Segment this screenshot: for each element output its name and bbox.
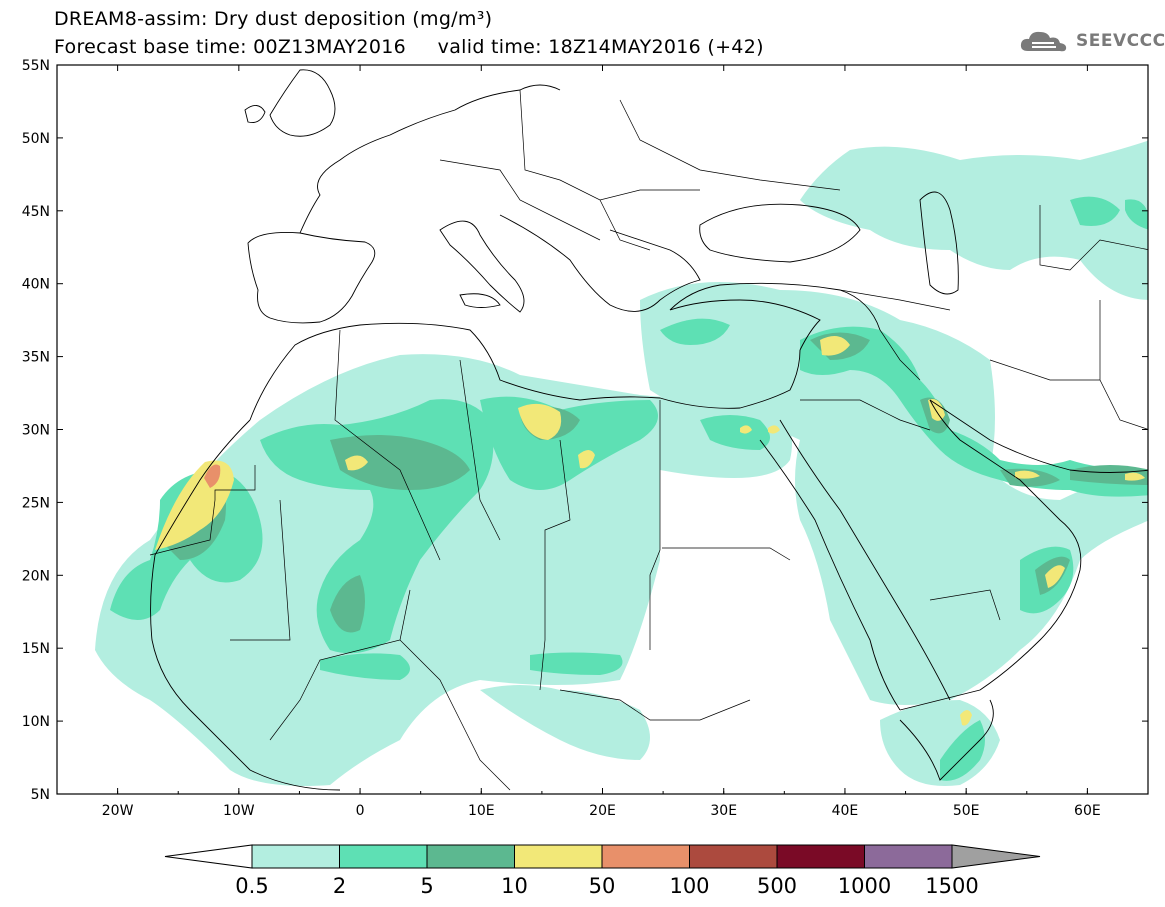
deposition-level-0-5 (95, 140, 1148, 786)
colorbar: 0.5 2 5 10 50 100 500 1000 1500 (164, 844, 1041, 898)
lat-tick-label: 50N (22, 131, 50, 147)
colorbar-level-label: 5 (420, 874, 433, 898)
colorbar-level-label: 100 (669, 874, 709, 898)
coastlines-and-borders (149, 69, 1148, 791)
lon-tick-label: 20E (589, 803, 616, 819)
lon-tick-label: 30E (710, 803, 737, 819)
lat-tick-label: 30N (22, 423, 50, 439)
colorbar-swatch (514, 844, 603, 869)
colorbar-swatch (251, 844, 340, 869)
lat-tick-label: 25N (22, 495, 50, 511)
map-title: DREAM8-assim: Dry dust deposition (mg/m³… (54, 8, 493, 30)
lat-tick-label: 10N (22, 714, 50, 730)
colorbar-over-arrow (951, 844, 1041, 869)
colorbar-swatch (339, 844, 428, 869)
colorbar-level-label: 2 (333, 874, 346, 898)
lon-tick-label: 20W (102, 803, 134, 819)
lat-tick-label: 55N (22, 58, 50, 74)
forecast-time-subtitle: Forecast base time: 00Z13MAY2016 valid t… (54, 36, 764, 58)
lat-tick-label: 5N (31, 787, 50, 803)
colorbar-level-label: 10 (501, 874, 528, 898)
colorbar-swatch (689, 844, 778, 869)
lon-tick-label: 60E (1074, 803, 1101, 819)
lon-tick-label: 50E (953, 803, 980, 819)
lon-tick-label: 10E (468, 803, 495, 819)
lon-tick-label: 10W (223, 803, 255, 819)
colorbar-under-arrow (164, 844, 253, 869)
colorbar-swatch (776, 844, 865, 869)
lat-tick-label: 45N (22, 204, 50, 220)
colorbar-level-label: 500 (757, 874, 797, 898)
cloud-icon (1020, 31, 1067, 52)
lat-tick-label: 35N (22, 350, 50, 366)
deposition-level-50 (204, 464, 221, 488)
colorbar-level-label: 1500 (925, 874, 978, 898)
lon-tick-label: 40E (832, 803, 859, 819)
colorbar-swatch (601, 844, 690, 869)
colorbar-swatch (426, 844, 515, 869)
colorbar-level-label: 1000 (838, 874, 891, 898)
lat-tick-label: 15N (22, 641, 50, 657)
logo-text: SEEVCCC (1076, 31, 1165, 51)
lon-tick-label: 0 (356, 803, 365, 819)
latitude-axis: 5N 10N 15N 20N 25N 30N 35N 40N 45N 50N 55N (22, 58, 1148, 803)
dust-deposition-field (95, 69, 1148, 791)
colorbar-level-label: 50 (589, 874, 616, 898)
seevccc-logo: SEEVCCC (1018, 27, 1165, 55)
colorbar-level-label: 0.5 (235, 874, 268, 898)
longitude-axis: 20W 10W 0 10E 20E 30E 40E 50E 60E (56, 65, 1149, 819)
lat-tick-label: 20N (22, 568, 50, 584)
colorbar-swatch (864, 844, 953, 869)
lat-tick-label: 40N (22, 277, 50, 293)
